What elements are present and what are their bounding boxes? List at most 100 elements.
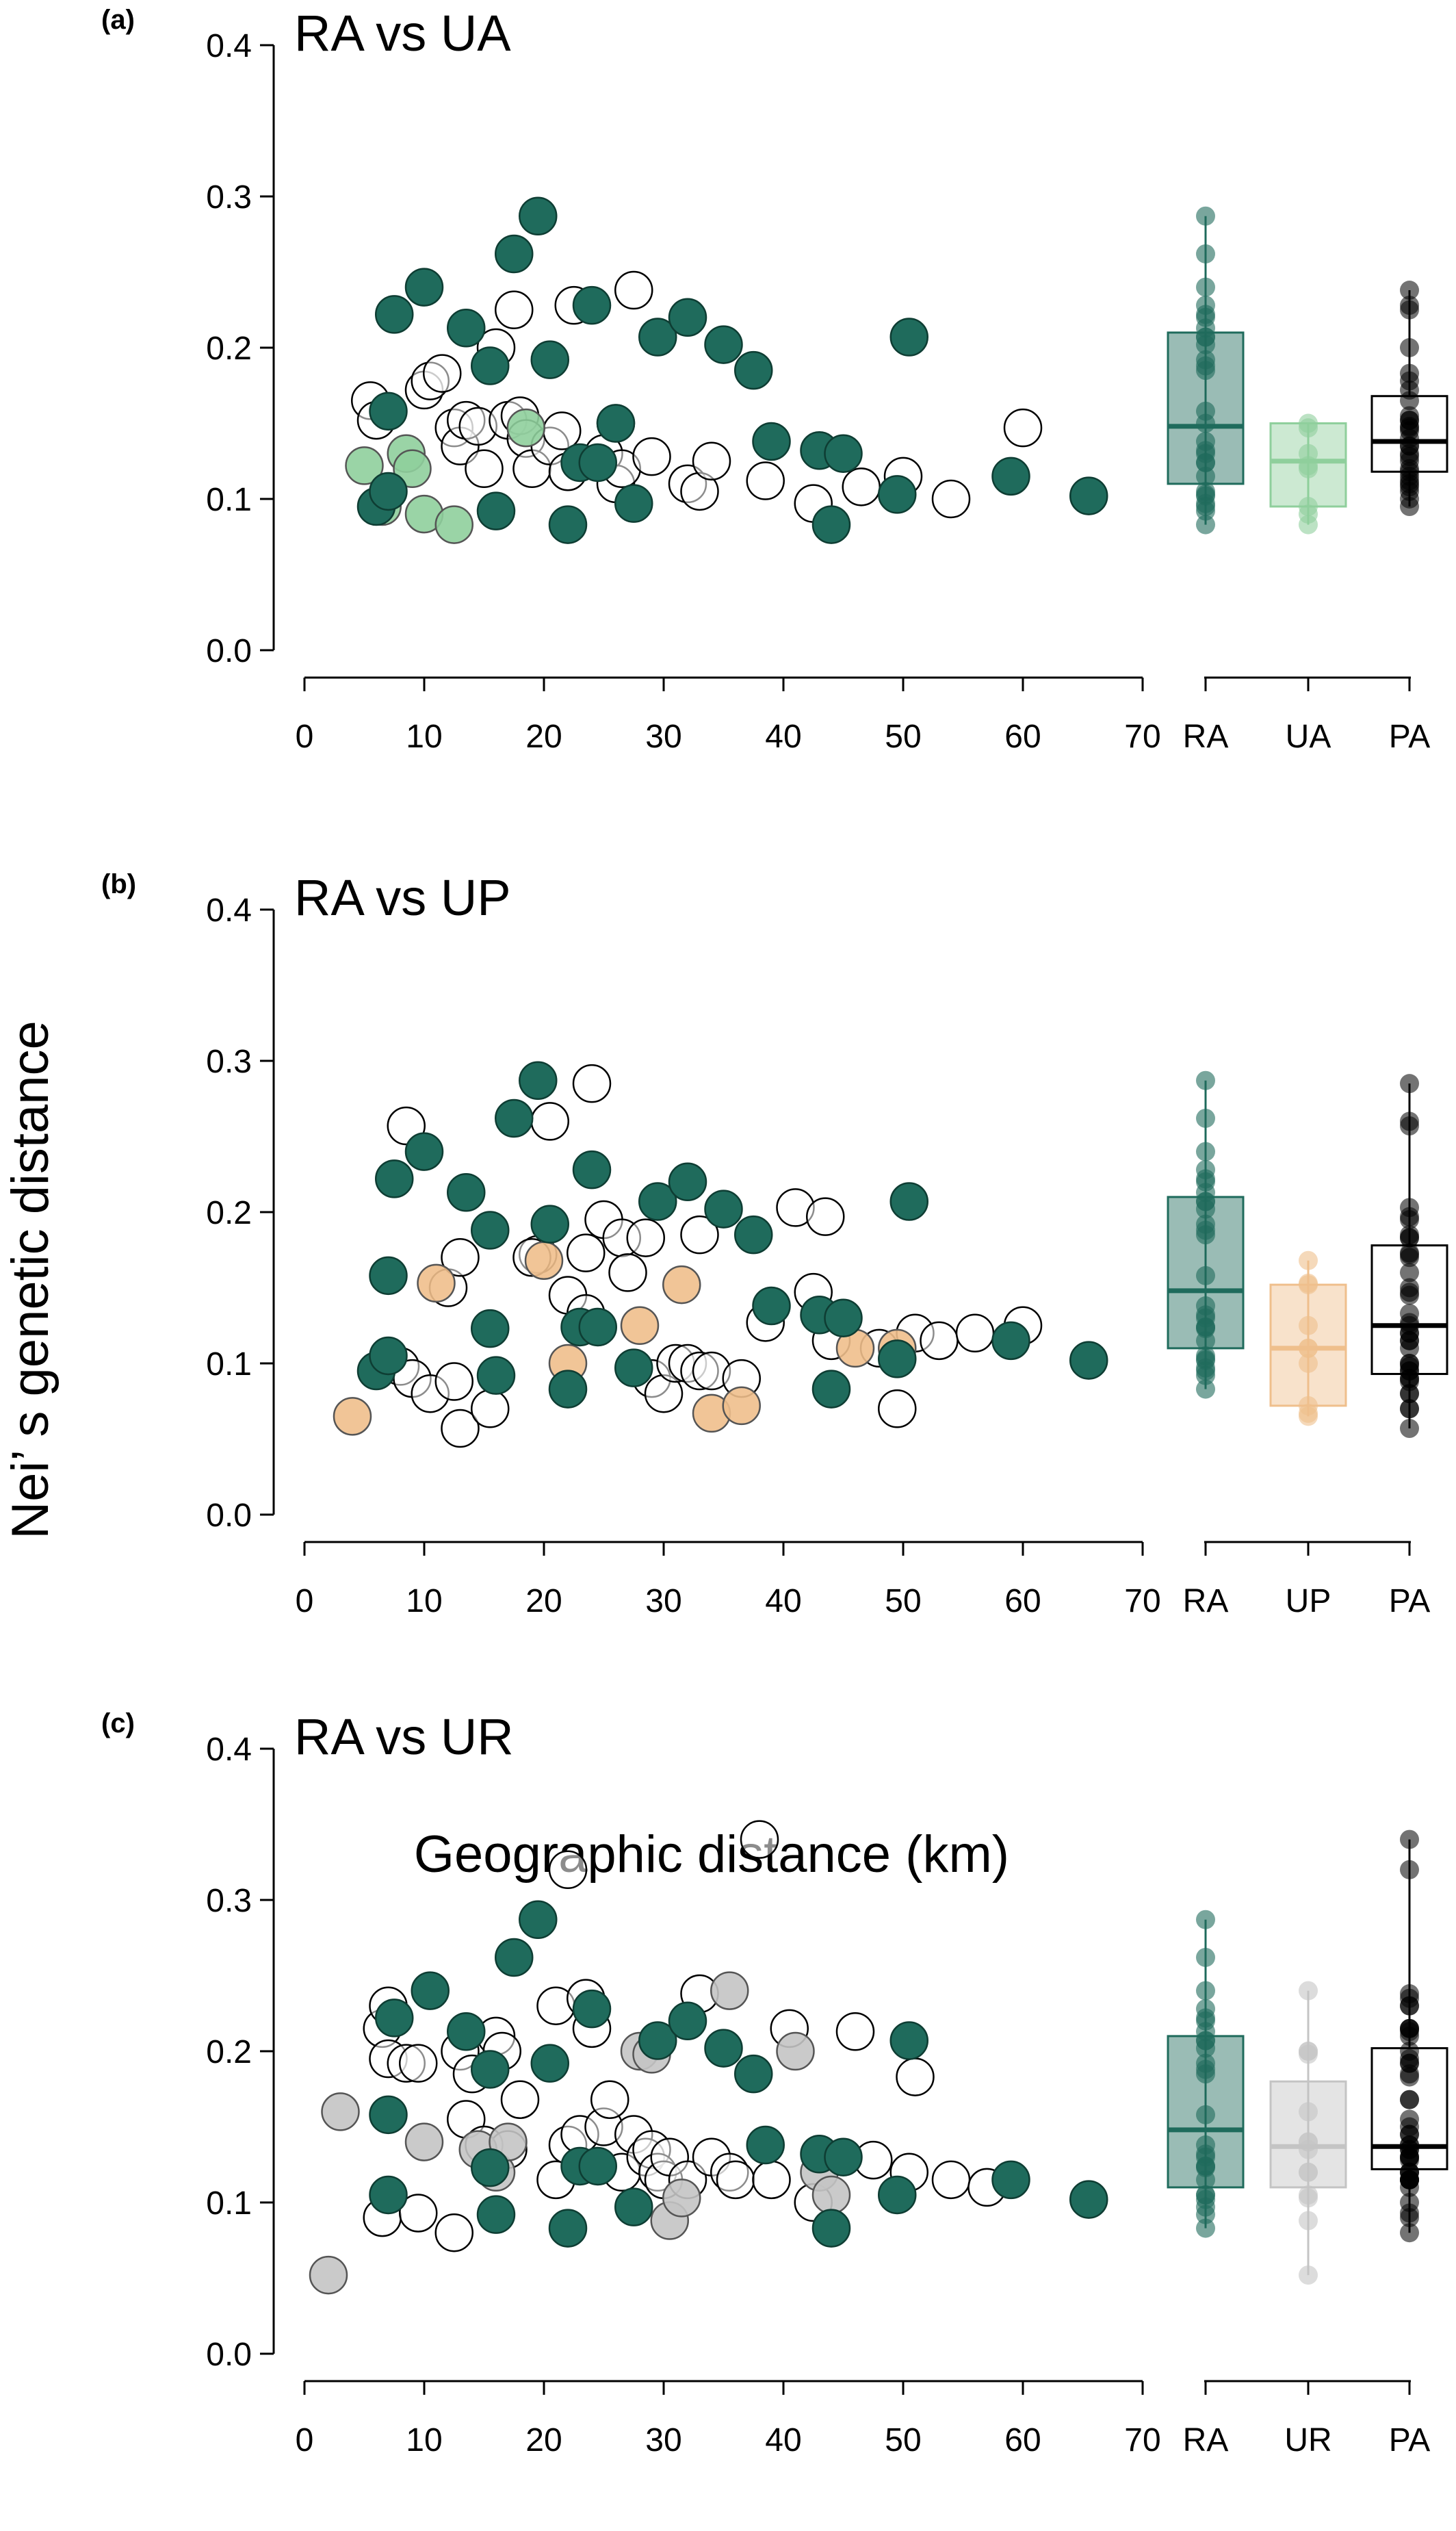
series-RA	[356, 1061, 1108, 1409]
scatter-point	[519, 1900, 558, 1939]
x-tick-label: 0	[296, 2422, 314, 2458]
y-tick-label: 0.4	[206, 1732, 252, 1768]
box-category-label: RA	[1183, 2422, 1229, 2458]
scatter-point	[620, 1306, 660, 1345]
scatter-point	[399, 2044, 438, 2083]
scatter-point	[722, 1386, 761, 1426]
x-tick-label: 40	[765, 1583, 801, 1619]
scatter-point	[710, 1971, 749, 2010]
scatter-point	[572, 1064, 612, 1103]
box-dot	[1196, 1266, 1215, 1285]
scatter-point	[471, 346, 510, 385]
scatter-point	[734, 1215, 773, 1255]
scatter-point	[824, 434, 863, 473]
x-tick-label: 10	[406, 2422, 442, 2458]
scatter-point	[734, 2054, 773, 2094]
scatter-point	[506, 408, 545, 448]
x-tick-label: 70	[1124, 719, 1160, 755]
scatter-point	[333, 1397, 372, 1436]
box-dot	[1196, 466, 1215, 486]
scatter-point	[668, 298, 707, 337]
scatter-point	[417, 1263, 456, 1303]
box-dot	[1400, 1263, 1419, 1283]
box-dot	[1299, 2102, 1318, 2122]
box-dot	[1196, 1999, 1215, 2019]
panel-c: (c) RA vs UR 0.0 0.1 0.2 0.3 0.4 0 10 20 30 40 50 60 7…	[101, 1708, 1448, 2458]
scatter-point	[824, 1298, 863, 1337]
panels: (a) RA vs UA 0.0 0.1 0.2 0.3 0.4 0 10 20 30 40 50 60 7…	[101, 5, 1448, 2458]
x-tick-label: 50	[885, 1583, 921, 1619]
scatter-point	[369, 1256, 408, 1296]
scatter-point	[1003, 408, 1043, 448]
scatter-point	[476, 2195, 516, 2234]
box-category-label: PA	[1389, 2422, 1430, 2458]
box-dot	[1299, 497, 1318, 517]
boxplot-UR	[1269, 1981, 1347, 2285]
scatter-point	[471, 1309, 510, 1348]
scatter-point	[530, 1102, 569, 1141]
scatter-point	[572, 1989, 612, 2029]
scatter-point	[495, 290, 534, 329]
box-dot	[1196, 432, 1215, 452]
scatter-point	[500, 2080, 540, 2119]
box-dot	[1400, 2018, 1419, 2038]
scatter-point	[567, 1233, 606, 1272]
x-tick-label: 10	[406, 719, 442, 755]
box-dot	[1400, 406, 1419, 426]
box-dot	[1299, 1981, 1318, 2001]
box-dot	[1400, 2109, 1419, 2129]
scatter-point	[746, 461, 785, 500]
scatter-point	[680, 1215, 719, 1255]
x-tick-label: 20	[525, 719, 562, 755]
box-dot	[1196, 1947, 1215, 1967]
box-dot	[1196, 350, 1215, 370]
boxplot-RA	[1167, 206, 1245, 535]
scatter-point	[471, 2148, 510, 2187]
scatter-point	[548, 505, 588, 544]
scatter-point	[991, 2160, 1030, 2200]
x-tick-label: 20	[525, 1583, 562, 1619]
scatter-point	[889, 2021, 928, 2060]
scatter-point	[614, 270, 653, 310]
box-dot	[1196, 1981, 1215, 2001]
y-tick-label: 0.0	[206, 633, 252, 669]
box-dot	[1299, 2265, 1318, 2285]
scatter-point	[543, 411, 582, 450]
box-dot	[1299, 2211, 1318, 2231]
y-tick-label: 0.2	[206, 331, 252, 367]
box-category-label: PA	[1389, 719, 1430, 755]
box-dot	[1196, 1160, 1215, 1180]
series-PA	[380, 1064, 1043, 1448]
scatter-point	[638, 318, 677, 357]
scatter-point	[662, 2179, 701, 2218]
scatter-point	[590, 2080, 629, 2119]
box-dot	[1196, 244, 1215, 264]
box-dot	[1400, 1829, 1419, 1849]
x-tick-label: 70	[1124, 2422, 1160, 2458]
scatter-point	[704, 325, 743, 364]
box-dot	[1196, 2053, 1215, 2073]
scatter-point	[878, 1389, 917, 1428]
scatter-point	[920, 1321, 959, 1361]
scatter-point	[740, 1820, 779, 1859]
scatter-point	[578, 2146, 617, 2186]
panel-label: (a)	[101, 5, 135, 35]
box-dot	[1196, 1142, 1215, 1161]
scatter-point	[434, 1362, 473, 1401]
scatter-point	[495, 234, 534, 274]
box-dot	[1196, 1910, 1215, 1929]
box-dot	[1299, 1315, 1318, 1335]
box-dot	[1196, 481, 1215, 501]
scatter-point	[578, 443, 617, 483]
scatter-point	[548, 2209, 588, 2248]
panel-title: RA vs UR	[294, 1708, 514, 1765]
scatter-point	[441, 1238, 480, 1277]
boxplot-PA	[1370, 1074, 1448, 1439]
scatter-point	[752, 422, 791, 461]
box-dot	[1196, 2185, 1215, 2205]
scatter-point	[692, 441, 731, 480]
series-RA	[356, 196, 1108, 544]
scatter-point	[369, 472, 408, 511]
scatter-point	[878, 2175, 917, 2215]
scatter-point	[369, 2175, 408, 2215]
